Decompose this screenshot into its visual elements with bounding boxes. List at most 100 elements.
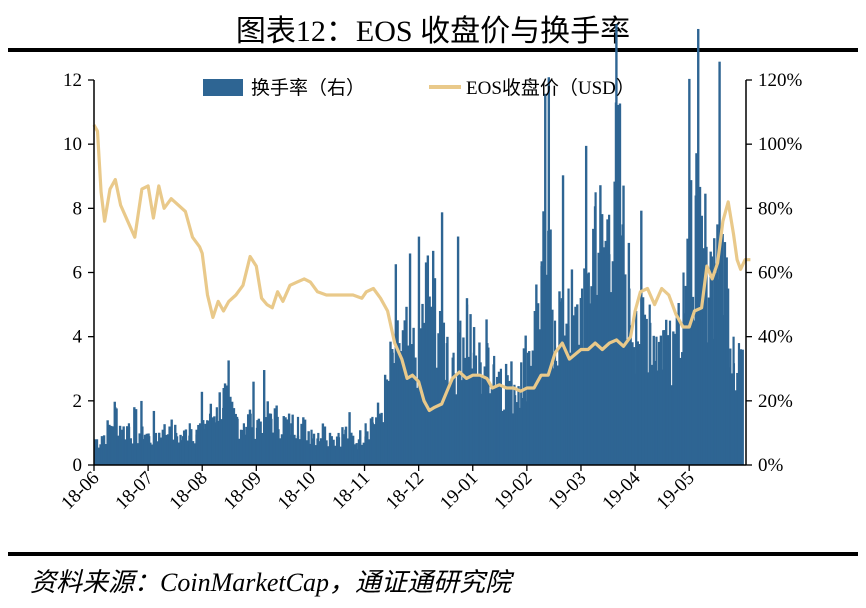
turnover-bar [230, 401, 234, 465]
turnover-bar [122, 426, 125, 465]
price-line-group [92, 124, 751, 413]
turnover-bar [97, 447, 100, 465]
turnover-bar [252, 381, 255, 465]
turnover-bar [198, 423, 202, 465]
turnover-bar [508, 380, 511, 465]
turnover-bar [391, 352, 394, 465]
turnover-bar [614, 102, 617, 466]
turnover-bar [376, 402, 380, 465]
x-tick-label: 19-05 [653, 468, 699, 514]
turnover-bar [613, 181, 616, 465]
turnover-bar [343, 434, 346, 465]
turnover-bar [435, 367, 438, 465]
turnover-bar [682, 272, 685, 465]
turnover-bar [355, 443, 358, 465]
turnover-bar [430, 306, 433, 465]
turnover-bar [411, 349, 415, 465]
turnover-bar [271, 432, 275, 465]
turnover-bar [127, 423, 131, 465]
turnover-bar [486, 343, 489, 465]
turnover-bar [449, 383, 453, 465]
turnover-bar [604, 240, 607, 465]
turnover-bar [330, 436, 333, 466]
turnover-bar [319, 438, 323, 465]
turnover-bar [126, 426, 129, 465]
turnover-bar [689, 234, 692, 465]
price-line [92, 124, 751, 413]
turnover-bar [179, 434, 182, 465]
turnover-bar [448, 384, 451, 465]
turnover-bar [538, 329, 542, 465]
turnover-bar [208, 413, 212, 465]
turnover-bar [202, 420, 205, 465]
left-tick-label: 8 [73, 198, 83, 219]
x-tick-label: 19-04 [598, 467, 645, 514]
turnover-bar [670, 385, 673, 465]
turnover-bar [725, 257, 728, 465]
turnover-bar [359, 430, 362, 465]
turnover-bar [590, 286, 593, 465]
turnover-bar [152, 410, 156, 465]
turnover-bar [636, 341, 639, 465]
turnover-bar [433, 278, 437, 465]
turnover-bar [181, 436, 185, 466]
turnover-bar [713, 238, 716, 465]
turnover-bar [444, 379, 447, 465]
legend: 换手率（右） EOS收盘价（USD） [203, 77, 635, 99]
turnover-bar [544, 93, 547, 465]
turnover-bar [648, 304, 651, 465]
turnover-bar [102, 435, 106, 465]
turnover-bar [652, 335, 655, 465]
turnover-bar [739, 349, 743, 465]
turnover-bar [704, 193, 707, 466]
turnover-bar [371, 416, 374, 466]
turnover-bar [234, 413, 237, 465]
turnover-bar [159, 437, 163, 465]
turnover-bar [576, 304, 579, 465]
turnover-bar [700, 240, 703, 465]
turnover-bar [672, 331, 675, 465]
turnover-bar [601, 240, 604, 465]
turnover-bar [100, 436, 103, 466]
turnover-bar [334, 445, 337, 465]
turnover-bar [616, 104, 620, 466]
turnover-bar [184, 429, 188, 465]
turnover-bar [197, 424, 200, 465]
turnover-bar [629, 325, 632, 465]
turnover-bar [236, 416, 239, 466]
turnover-bar [587, 272, 590, 465]
turnover-bar [496, 376, 499, 465]
turnover-bar [407, 345, 410, 465]
turnover-bar [238, 438, 241, 465]
x-tick-label: 18-08 [166, 468, 212, 514]
turnover-bar [526, 352, 530, 465]
x-tick-label: 18-06 [57, 468, 103, 514]
turnover-bar [302, 417, 305, 465]
turnover-bar [478, 342, 481, 465]
turnover-bar [608, 214, 611, 465]
turnover-bar [438, 311, 442, 465]
turnover-bar [531, 350, 534, 465]
turnover-bar [382, 422, 385, 465]
legend-swatch-turnover [203, 79, 243, 96]
turnover-bar [328, 432, 332, 465]
turnover-bar [488, 393, 492, 465]
turnover-bar [462, 337, 465, 465]
turnover-bar [570, 269, 574, 465]
turnover-bar [469, 314, 472, 465]
turnover-bar [624, 274, 627, 465]
turnover-bar [415, 387, 419, 465]
turnover-bar [182, 430, 186, 465]
turnover-bar [206, 420, 209, 465]
turnover-bar [389, 341, 392, 465]
turnover-bar [293, 434, 296, 465]
turnover-bar [254, 438, 257, 465]
turnover-bar [332, 439, 335, 465]
turnover-bar [290, 423, 293, 465]
turnover-bar [650, 364, 654, 465]
turnover-bar [165, 434, 168, 465]
turnover-bar [414, 357, 417, 465]
turnover-bar [657, 341, 661, 465]
turnover-bar [392, 363, 396, 465]
